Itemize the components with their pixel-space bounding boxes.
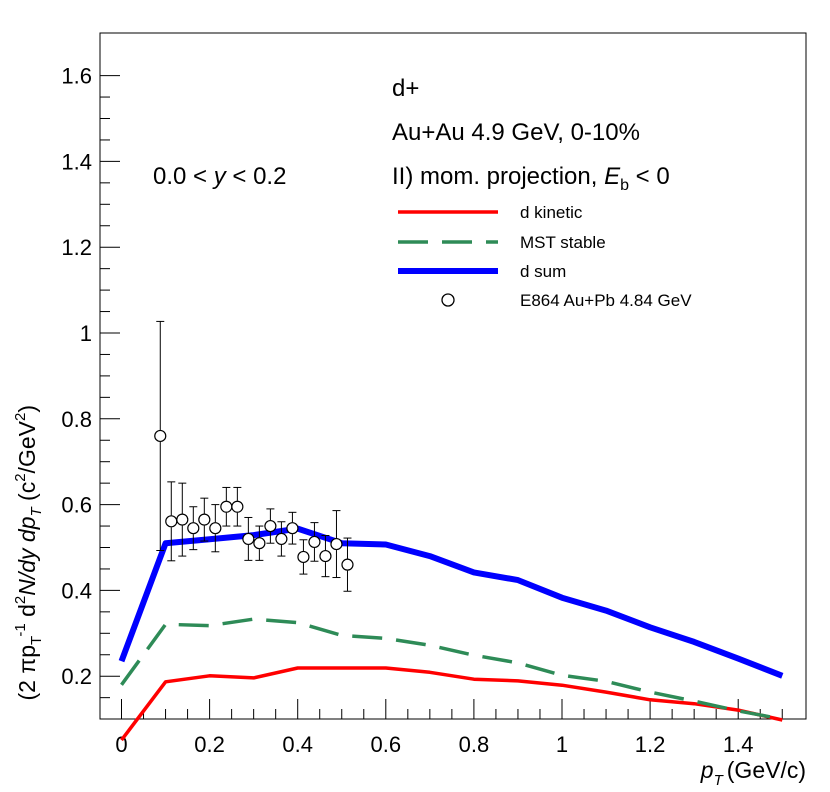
x-tick-label: 0.8 (459, 732, 490, 757)
y-tick-label: 0.8 (61, 407, 92, 432)
y-tick-label: 0.2 (61, 664, 92, 689)
data-marker (253, 537, 266, 550)
data-point (176, 482, 189, 557)
series-lines (118, 525, 784, 742)
data-point (154, 320, 167, 552)
y-tick-label: 0.6 (61, 493, 92, 518)
data-marker (231, 500, 244, 513)
data-marker (154, 429, 167, 443)
data-point (286, 511, 299, 545)
data-marker (165, 515, 178, 528)
x-tick-label: 0.4 (282, 732, 313, 757)
series-mst-stable (120, 617, 783, 721)
data-marker (275, 532, 288, 546)
data-marker (176, 513, 189, 526)
data-point (253, 525, 266, 561)
y-tick-label: 1.4 (61, 149, 92, 174)
legend-label-mst-stable: MST stable (520, 233, 606, 252)
data-marker (297, 550, 310, 564)
y-tick-label: 1.6 (61, 64, 92, 89)
data-point (231, 486, 244, 527)
data-point (297, 539, 310, 575)
x-axis-title: pT (GeV/c) (700, 757, 806, 789)
data-marker (187, 522, 200, 535)
legend-label-e864: E864 Au+Pb 4.84 GeV (520, 291, 692, 310)
series-d-sum (118, 525, 784, 679)
y-tick-label: 0.4 (61, 578, 92, 603)
data-marker (242, 532, 255, 546)
data-marker (209, 522, 222, 535)
annotation-method: II) mom. projection, Eb < 0 (392, 163, 670, 194)
data-point (242, 516, 255, 561)
data-point (198, 497, 211, 542)
data-point (330, 510, 343, 579)
annotation-system: Au+Au 4.9 GeV, 0-10% (392, 119, 640, 146)
data-marker (198, 513, 211, 526)
x-tick-label: 1 (556, 732, 568, 757)
data-marker (264, 519, 277, 533)
y-tick-labels: 0.2 0.4 0.6 0.8 1 1.2 1.4 1.6 (61, 64, 92, 690)
legend-label-d-sum: d sum (520, 262, 566, 281)
data-marker (341, 558, 354, 571)
x-tick-label: 0.2 (194, 732, 225, 757)
y-tick-label: 1.2 (61, 235, 92, 260)
data-point (187, 506, 200, 551)
data-marker (220, 500, 233, 513)
data-marker (308, 535, 321, 549)
series-d-kinetic (120, 666, 783, 742)
legend-label-d-kinetic: d kinetic (520, 203, 583, 222)
legend: d kinetic MST stable d sum E864 Au+Pb 4.… (398, 203, 692, 310)
annotation-rapidity: 0.0 < y < 0.2 (153, 163, 286, 190)
data-point (209, 504, 222, 553)
axis-ticks (100, 75, 783, 719)
data-points (154, 320, 354, 592)
data-point (275, 521, 288, 557)
x-tick-labels: 0 0.2 0.4 0.6 0.8 1 1.2 1.4 (115, 732, 753, 757)
data-marker (330, 537, 343, 551)
annotation-particle: d+ (392, 75, 419, 102)
x-tick-label: 1.4 (723, 732, 754, 757)
plot-frame (99, 32, 807, 720)
y-axis-title: (2 πpT-1 d2N/dy dpT (c2/GeV2) (12, 405, 45, 701)
y-tick-label: 1 (80, 321, 92, 346)
data-point (308, 522, 321, 562)
x-tick-label: 1.2 (635, 732, 666, 757)
data-marker (286, 522, 299, 535)
data-point (341, 537, 354, 592)
data-point (319, 534, 332, 578)
data-point (220, 486, 233, 527)
data-marker (319, 549, 332, 563)
data-point (264, 508, 277, 544)
x-tick-label: 0.6 (371, 732, 402, 757)
legend-marker-e864 (441, 293, 455, 307)
